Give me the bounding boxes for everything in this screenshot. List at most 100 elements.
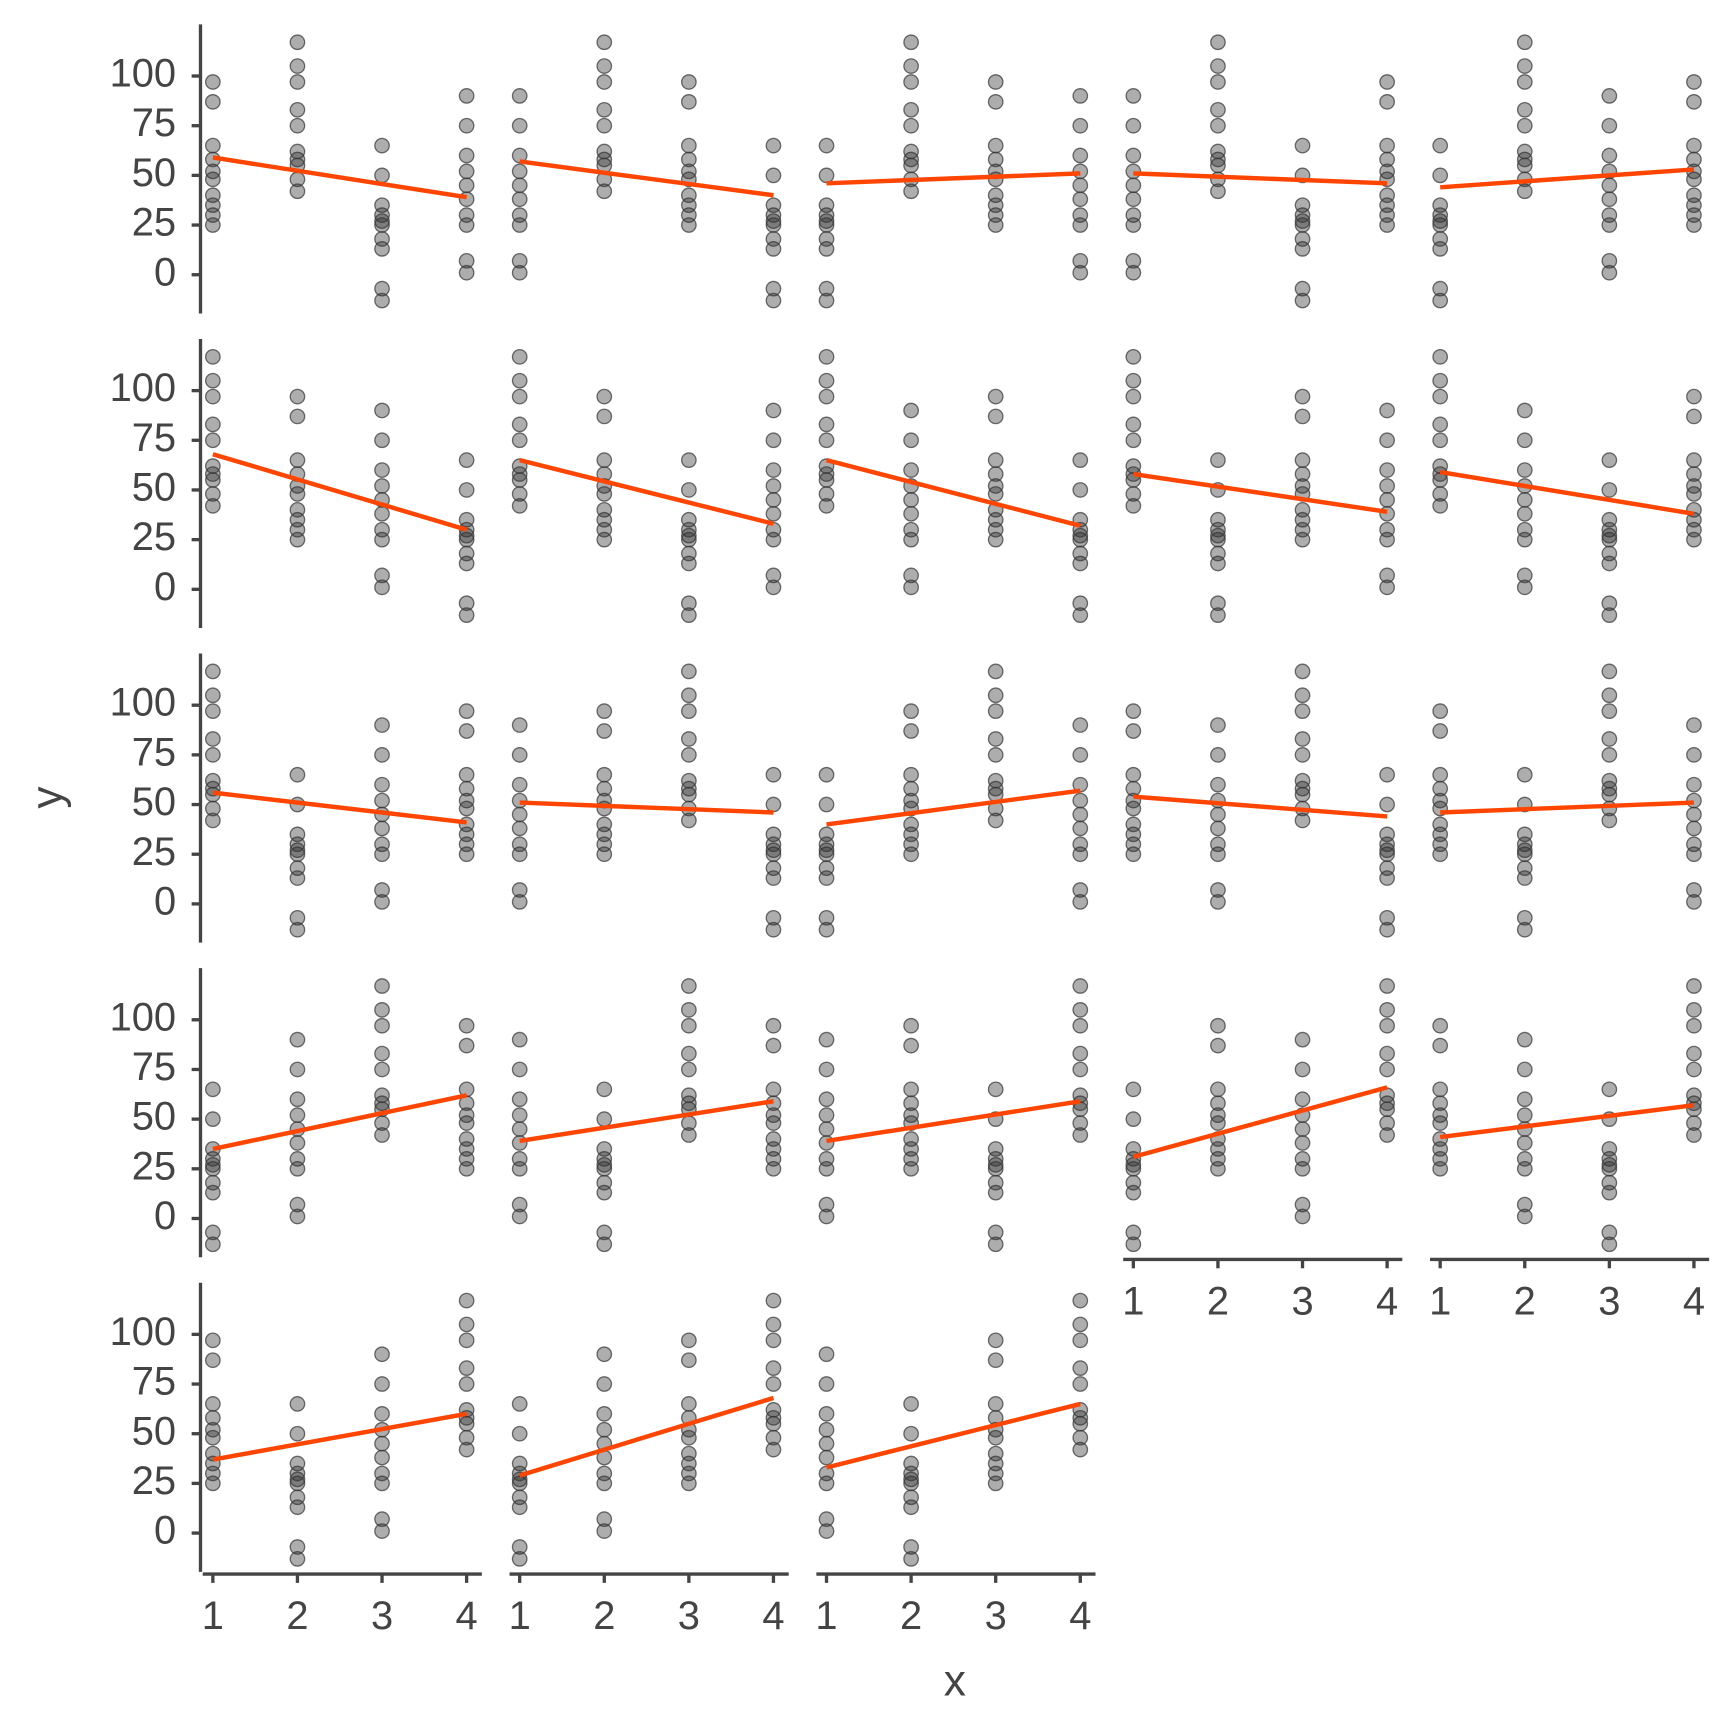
point (1125, 432, 1142, 449)
point (765, 505, 782, 522)
point (374, 1523, 390, 1539)
x-tick-label: 1 (509, 1594, 531, 1638)
point (374, 1115, 390, 1131)
x-axis-label: x (944, 1656, 966, 1705)
fit-line (1133, 171, 1388, 186)
point (1125, 497, 1142, 514)
point (1379, 74, 1395, 90)
point (1294, 388, 1311, 405)
point (1210, 1107, 1226, 1124)
point (1432, 703, 1449, 720)
point (511, 820, 528, 837)
point (1072, 252, 1089, 269)
point (1379, 909, 1395, 926)
point (1072, 595, 1089, 612)
point (1294, 1061, 1311, 1078)
point (1516, 1091, 1533, 1108)
point (765, 1115, 782, 1131)
point (458, 163, 475, 180)
point (1210, 183, 1226, 200)
point (987, 93, 1004, 110)
point (374, 567, 390, 584)
point (458, 1107, 475, 1124)
point (289, 1061, 306, 1078)
point (289, 860, 306, 876)
point (765, 842, 782, 859)
point (1686, 882, 1702, 898)
point (1686, 137, 1702, 154)
point (204, 416, 221, 433)
point (511, 177, 528, 194)
point (511, 1031, 528, 1048)
point (680, 527, 697, 544)
point (1294, 501, 1311, 518)
point (1516, 921, 1533, 938)
point (1601, 747, 1618, 763)
point (1379, 521, 1395, 538)
point (204, 163, 221, 180)
point (1432, 766, 1449, 783)
point (204, 348, 221, 365)
point (511, 466, 528, 482)
point (903, 1539, 919, 1555)
point (1210, 894, 1226, 910)
point (1294, 137, 1311, 154)
point (1125, 800, 1142, 817)
point (818, 1421, 835, 1438)
point (511, 252, 528, 269)
y-tick-label: 0 (154, 1194, 176, 1238)
point (1210, 452, 1226, 469)
point (1379, 93, 1395, 110)
point (1125, 264, 1142, 281)
point (204, 187, 221, 204)
point (765, 197, 782, 214)
point (1294, 687, 1311, 704)
point (1379, 796, 1395, 813)
point (1125, 207, 1142, 223)
point (374, 1017, 390, 1034)
point (987, 687, 1004, 704)
point (1379, 842, 1395, 859)
point (987, 466, 1004, 482)
point (987, 1174, 1004, 1191)
point (1072, 1127, 1089, 1143)
y-tick-label: 100 (110, 995, 177, 1039)
point (204, 703, 221, 720)
point (765, 1316, 782, 1333)
point (818, 1031, 835, 1048)
fit-line (1440, 800, 1695, 815)
point (903, 1489, 919, 1506)
point (818, 826, 835, 843)
point (765, 432, 782, 449)
point (1379, 492, 1395, 508)
point (596, 1111, 613, 1127)
point (765, 492, 782, 508)
point (289, 909, 306, 926)
point (1125, 703, 1142, 720)
point (1210, 34, 1226, 51)
point (1379, 921, 1395, 938)
point (289, 143, 306, 160)
point (458, 703, 475, 720)
point (818, 842, 835, 859)
fit-line (519, 1395, 775, 1478)
point (1072, 806, 1089, 823)
point (458, 117, 475, 134)
point (1210, 143, 1226, 160)
point (765, 1131, 782, 1147)
point (818, 348, 835, 365)
point (1516, 826, 1533, 843)
point (458, 792, 475, 809)
fit-line (1133, 471, 1388, 515)
y-tick-label: 25 (132, 830, 176, 874)
point (289, 501, 306, 518)
point (511, 836, 528, 853)
point (903, 703, 919, 720)
point (1379, 826, 1395, 843)
point (1379, 1061, 1395, 1078)
point (765, 292, 782, 309)
point (511, 348, 528, 365)
point (1210, 882, 1226, 898)
point (1072, 1360, 1089, 1377)
point (765, 478, 782, 494)
